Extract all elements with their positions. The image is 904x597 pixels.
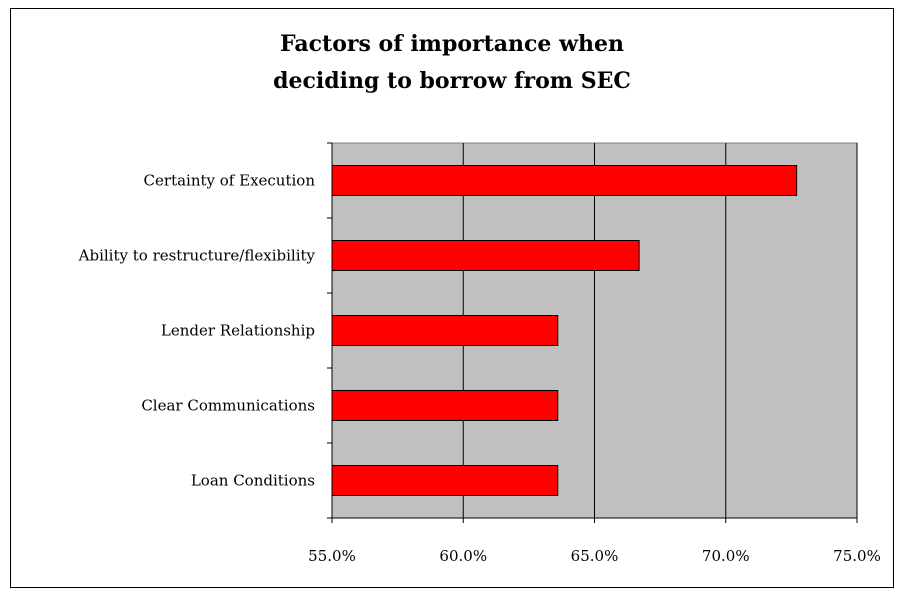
- chart-title: Factors of importance when deciding to b…: [0, 26, 904, 100]
- category-label: Loan Conditions: [191, 472, 315, 490]
- x-tick-label: 60.0%: [439, 547, 487, 565]
- chart-title-line-2: deciding to borrow from SEC: [273, 68, 631, 94]
- bar: [331, 390, 559, 421]
- bar: [331, 240, 640, 271]
- category-label: Lender Relationship: [161, 322, 315, 340]
- category-label: Clear Communications: [141, 397, 315, 415]
- category-label: Ability to restructure/flexibility: [78, 247, 316, 265]
- x-tick-label: 55.0%: [308, 547, 356, 565]
- x-tick-label: 75.0%: [833, 547, 881, 565]
- bar: [331, 315, 559, 346]
- chart-title-line-1: Factors of importance when: [279, 31, 624, 57]
- bar: [331, 165, 798, 196]
- bar: [331, 465, 559, 496]
- x-tick-label: 70.0%: [702, 547, 750, 565]
- x-tick-label: 65.0%: [571, 547, 619, 565]
- category-label: Certainty of Execution: [144, 172, 316, 190]
